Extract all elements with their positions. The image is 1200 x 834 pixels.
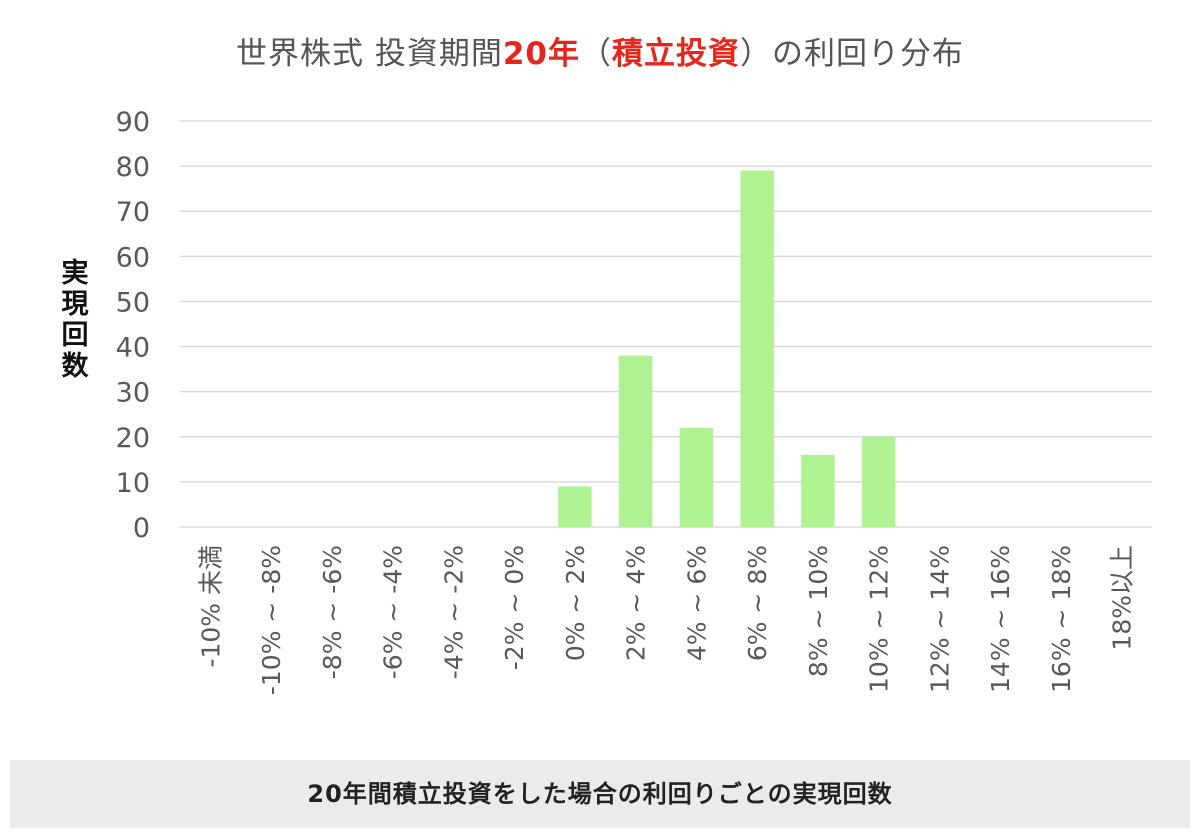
chart-title: 世界株式 投資期間20年（積立投資）の利回り分布 (0, 28, 1200, 73)
caption-banner: 20年間積立投資をした場合の利回りごとの実現回数 (10, 760, 1190, 828)
chart-title-part: 世界株式 投資期間 (236, 36, 503, 72)
caption-text: 20年間積立投資をした場合の利回りごとの実現回数 (307, 780, 893, 808)
bar-chart: 0 10 20 30 40 50 60 70 80 90 -10% 未満 -10% ~ -8% -8% … (116, 107, 1152, 695)
chart-title-part: ）の利回り分布 (740, 36, 964, 72)
x-tick-label: -2% ~ 0% (500, 545, 529, 670)
y-tick-label: 60 (116, 242, 150, 273)
bar (861, 436, 896, 527)
bar (740, 170, 774, 527)
bar (618, 355, 653, 527)
y-tick-label: 70 (116, 197, 150, 228)
y-axis-label: 実現回数 (55, 258, 95, 382)
chart-title-part: 20年 (502, 36, 580, 72)
bar (679, 427, 714, 527)
x-tick-label: 6% ~ 8% (743, 545, 772, 661)
x-tick-label: 16% ~ 18% (1047, 545, 1076, 693)
x-tick-label: -6% ~ -4% (379, 545, 408, 679)
y-tick-label: 50 (116, 287, 150, 318)
bar (558, 486, 592, 527)
y-tick-label: 20 (116, 423, 150, 454)
y-tick-label: 40 (116, 333, 150, 364)
y-tick-label: 0 (133, 513, 150, 544)
y-axis-label-char: 現 (61, 289, 89, 320)
x-tick-label: -10% ~ -8% (257, 545, 286, 695)
y-tick-label: 10 (116, 468, 150, 499)
y-tick-label: 30 (116, 378, 150, 409)
y-tick-label: 80 (116, 152, 150, 183)
x-tick-label: 12% ~ 14% (925, 545, 954, 693)
chart-title-part: （ (580, 36, 612, 72)
chart-title-part: 積立投資 (612, 36, 740, 72)
y-axis-label-char: 実 (61, 258, 89, 289)
bar (801, 454, 835, 527)
x-tick-label: -4% ~ -2% (439, 545, 468, 679)
x-tick-label: 0% ~ 2% (561, 545, 590, 661)
y-axis-label-char: 回 (61, 320, 89, 351)
x-tick-label: -8% ~ -6% (318, 545, 347, 679)
x-tick-label: 10% ~ 12% (865, 545, 894, 693)
x-tick-label: 14% ~ 16% (986, 545, 1015, 693)
x-tick-label: 18%以上 (1108, 545, 1137, 651)
y-axis-label-char: 数 (61, 351, 89, 382)
x-tick-label: -10% 未満 (196, 545, 225, 668)
x-tick-label: 4% ~ 6% (682, 545, 711, 661)
x-tick-label: 2% ~ 4% (622, 545, 651, 661)
x-tick-label: 8% ~ 10% (804, 545, 833, 677)
y-tick-label: 90 (116, 107, 150, 138)
